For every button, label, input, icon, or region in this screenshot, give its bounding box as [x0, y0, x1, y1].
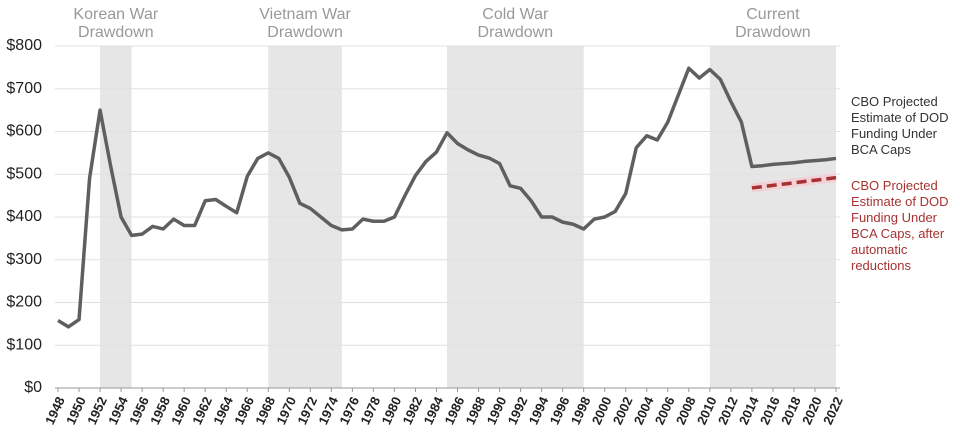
drawdown-label: Vietnam War	[259, 6, 351, 23]
y-tick-label: $300	[6, 251, 42, 268]
y-tick-label: $100	[6, 336, 42, 353]
y-tick-label: $600	[6, 123, 42, 140]
drawdown-label: Drawdown	[78, 24, 154, 41]
y-tick-label: $400	[6, 208, 42, 225]
drawdown-label: Drawdown	[478, 24, 554, 41]
drawdown-label: Cold War	[482, 6, 549, 23]
y-tick-label: $800	[6, 37, 42, 54]
drawdown-label: Current	[746, 6, 800, 23]
series-glow	[751, 173, 837, 193]
y-tick-label: $500	[6, 165, 42, 182]
y-tick-label: $700	[6, 80, 42, 97]
legend-label: CBO Projected Estimate of DOD Funding Un…	[851, 94, 949, 157]
drawdown-label: Drawdown	[267, 24, 343, 41]
series-line	[57, 66, 837, 329]
legend-label: CBO Projected Estimate of DOD Funding Un…	[851, 178, 949, 273]
drawdown-label: Korean War	[73, 6, 158, 23]
grid	[55, 45, 840, 389]
drawdown-label: Drawdown	[735, 24, 811, 41]
y-tick-label: $0	[24, 379, 42, 396]
y-tick-label: $200	[6, 294, 42, 311]
x-tick-label: 2022	[820, 394, 846, 427]
